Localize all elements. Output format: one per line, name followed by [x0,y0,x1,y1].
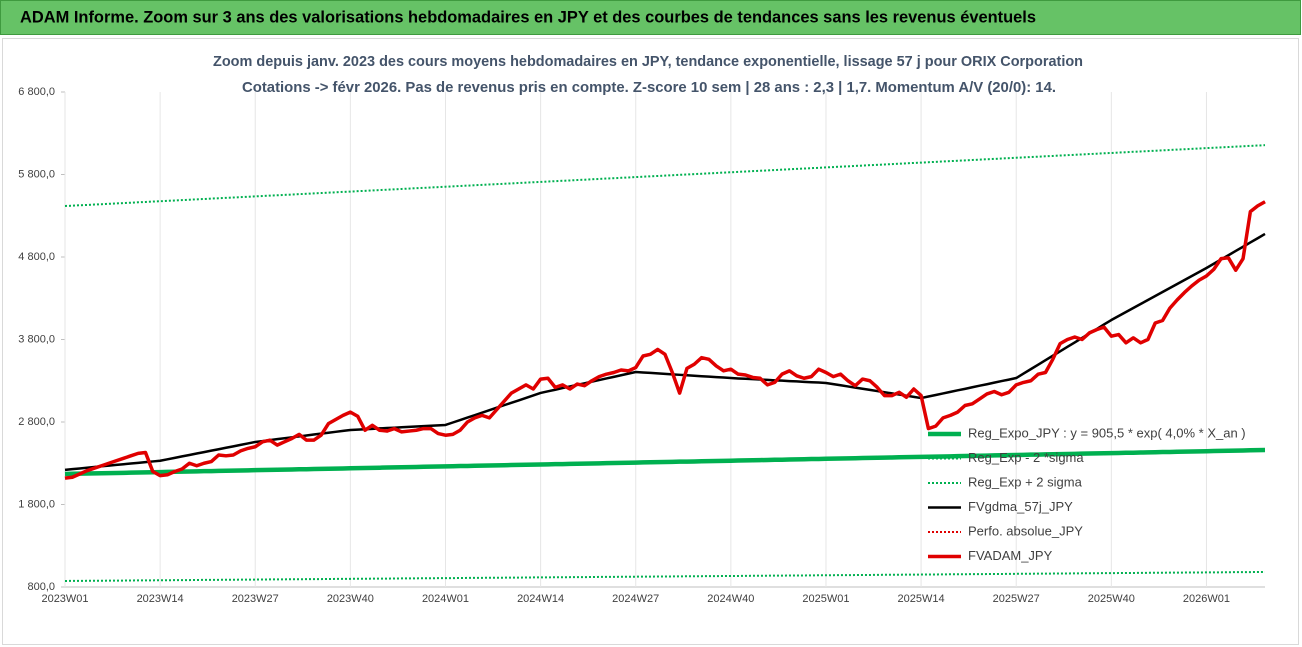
header-bar [0,0,1301,35]
series-line [64,144,1266,208]
x-tick-label: 2025W01 [802,593,849,605]
legend-label: Reg_Expo_JPY : y = 905,5 * exp( 4,0% * X… [968,425,1246,440]
x-tick-label: 2025W14 [898,593,945,605]
y-tick-label: 6 800,0 [18,86,55,98]
x-tick-label: 2023W14 [137,593,184,605]
x-tick-label: 2024W27 [612,593,659,605]
chart-border [2,38,1299,645]
y-tick-label: 1 800,0 [18,498,55,510]
legend-label: FVADAM_JPY [968,548,1053,563]
chart-title: Zoom depuis janv. 2023 des cours moyens … [213,53,1083,70]
y-tick-label: 5 800,0 [18,168,55,180]
legend-label: Reg_Exp - 2 *sigma [968,450,1084,465]
series-line [64,570,1265,582]
chart-subtitle: Cotations -> févr 2026. Pas de revenus p… [242,79,1056,96]
y-tick-label: 2 800,0 [18,416,55,428]
y-tick-label: 4 800,0 [18,251,55,263]
x-tick-label: 2025W40 [1088,593,1135,605]
series-line [64,447,1266,477]
grid: 800,0 1 800,0 2 800,0 3 800,0 4 800,0 5 800,0… [18,86,1265,605]
legend-label: FVgdma_57j_JPY [968,499,1073,514]
y-tick-label: 3 800,0 [18,333,55,345]
plot-lines [64,144,1266,582]
x-tick-label: 2025W27 [993,593,1040,605]
legend-label: Reg_Exp + 2 sigma [968,474,1083,489]
x-tick-label: 2024W14 [517,593,564,605]
y-tick-label: 800,0 [27,581,55,593]
x-tick-label: 2024W40 [707,593,754,605]
x-tick-label: 2023W01 [41,593,88,605]
legend: Reg_Expo_JPY : y = 905,5 * exp( 4,0% * X… [928,425,1246,563]
x-tick-label: 2023W40 [327,593,374,605]
series-line [64,200,1266,480]
x-tick-label: 2024W01 [422,593,469,605]
legend-label: Perfo. absolue_JPY [968,523,1083,538]
x-tick-label: 2023W27 [232,593,279,605]
header-title: ADAM Informe. Zoom sur 3 ans des valoris… [20,7,1036,26]
x-tick-label: 2026W01 [1183,593,1230,605]
